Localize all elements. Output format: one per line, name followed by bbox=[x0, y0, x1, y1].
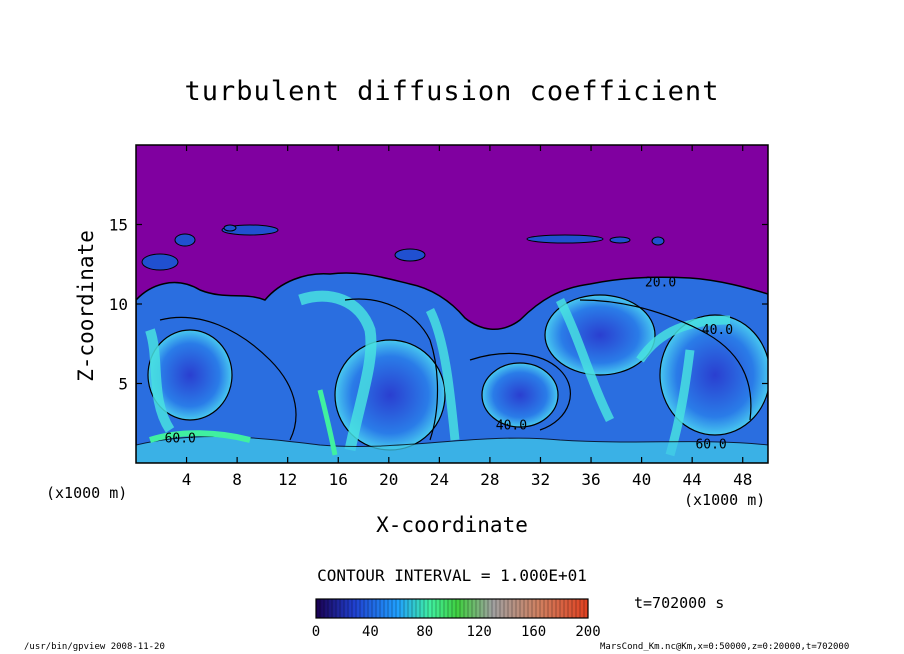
colorbar-tick-label: 40 bbox=[362, 624, 379, 640]
upper-patch bbox=[174, 233, 196, 247]
colorbar-stripes bbox=[319, 599, 585, 618]
x-tick-label: 44 bbox=[683, 470, 702, 489]
contour-label: 40.0 bbox=[496, 419, 527, 434]
y-tick-label: 10 bbox=[109, 295, 128, 314]
time-label: t=702000 s bbox=[634, 594, 725, 612]
x-tick-label: 28 bbox=[480, 470, 499, 489]
x-unit-label-right: (x1000 m) bbox=[684, 491, 766, 509]
footer-left: /usr/bin/gpview 2008-11-20 bbox=[24, 642, 165, 652]
contour-label: 40.0 bbox=[702, 323, 733, 338]
x-tick-label: 20 bbox=[379, 470, 398, 489]
contour-line bbox=[344, 298, 439, 441]
heatmap-field bbox=[136, 145, 768, 463]
contour-label: 20.0 bbox=[645, 276, 676, 291]
x-tick-label: 36 bbox=[581, 470, 600, 489]
x-tick-label: 24 bbox=[430, 470, 449, 489]
x-tick-label: 40 bbox=[632, 470, 651, 489]
contour-label: 60.0 bbox=[165, 431, 196, 446]
vortex-4 bbox=[659, 314, 768, 436]
contour-label: 60.0 bbox=[695, 438, 726, 453]
upper-patch bbox=[526, 234, 604, 244]
green-streak bbox=[317, 389, 338, 456]
x-tick-label: 12 bbox=[278, 470, 297, 489]
colorbar-tick-label: 0 bbox=[312, 624, 320, 640]
x-tick-label: 8 bbox=[232, 470, 242, 489]
streak-2 bbox=[298, 290, 377, 452]
x-unit-label-left: (x1000 m) bbox=[46, 484, 128, 502]
upper-patch bbox=[141, 253, 179, 271]
x-axis-label: X-coordinate bbox=[376, 513, 528, 537]
colorbar-tick-label: 200 bbox=[575, 624, 600, 640]
green-band bbox=[149, 430, 251, 443]
y-tick-label: 5 bbox=[118, 375, 128, 394]
x-axis-ticks: 4 8 12 16 20 24 28 32 36 40 44 48 bbox=[182, 145, 752, 489]
x-tick-label: 4 bbox=[182, 470, 192, 489]
contour-line bbox=[469, 352, 571, 431]
y-axis-label: Z-coordinate bbox=[74, 230, 98, 382]
streak-4 bbox=[555, 297, 615, 423]
x-tick-label: 32 bbox=[531, 470, 550, 489]
colorbar-tick-label: 160 bbox=[521, 624, 546, 640]
colorbar-tick-label: 80 bbox=[416, 624, 433, 640]
x-tick-label: 48 bbox=[733, 470, 752, 489]
y-axis-ticks: 5 10 15 bbox=[109, 216, 768, 394]
contour-labels: 20.0 40.0 60.0 60.0 40.0 bbox=[165, 276, 734, 453]
contour-line bbox=[159, 316, 297, 441]
colorbar-ticks: 0 40 80 120 160 200 bbox=[312, 624, 601, 640]
y-tick-label: 15 bbox=[109, 216, 128, 235]
vortex-1 bbox=[147, 329, 233, 421]
upper-patch bbox=[223, 224, 237, 232]
upper-patch bbox=[651, 236, 665, 246]
streak-5 bbox=[636, 315, 731, 363]
vortex-5 bbox=[481, 362, 559, 428]
x-tick-label: 16 bbox=[329, 470, 348, 489]
streak-1 bbox=[145, 328, 175, 433]
chart-title: turbulent diffusion coefficient bbox=[184, 76, 720, 107]
contour-line bbox=[579, 299, 752, 421]
footer-right: MarsCond_Km.nc@Km,x=0:50000,z=0:20000,t=… bbox=[600, 642, 850, 652]
vortex-3 bbox=[544, 294, 656, 376]
colorbar-tick-label: 120 bbox=[467, 624, 492, 640]
streak-3 bbox=[425, 307, 460, 441]
upper-patch bbox=[609, 236, 631, 244]
upper-patch bbox=[394, 248, 426, 262]
contour-interval-label: CONTOUR INTERVAL = 1.000E+01 bbox=[317, 566, 587, 585]
